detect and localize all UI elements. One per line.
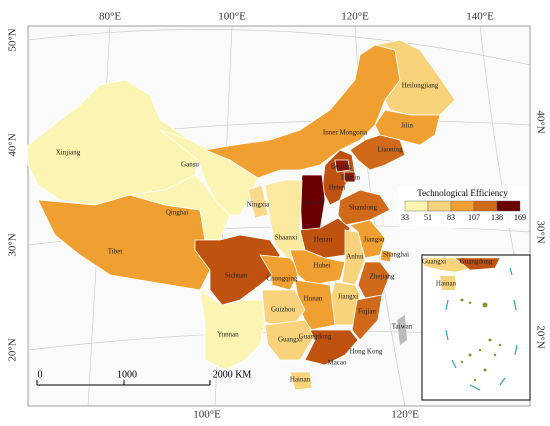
province-label: Shandong — [349, 204, 378, 212]
province-label: Sichuan — [225, 272, 248, 280]
province-label: Guangdong — [299, 333, 332, 341]
legend-tick-label: 83 — [447, 213, 455, 222]
legend-swatch — [404, 200, 429, 212]
taiwan-shape — [397, 315, 407, 345]
province — [264, 319, 316, 361]
province-label: Beijing — [331, 163, 352, 171]
legend-tick-label: 138 — [491, 213, 503, 222]
province — [349, 134, 406, 171]
province — [334, 159, 351, 173]
province — [351, 294, 383, 341]
province-label: Zhejiang — [370, 273, 395, 281]
province — [194, 234, 281, 306]
province-label: Fujian — [358, 308, 376, 316]
province-label: Hubei — [313, 262, 330, 270]
inset-label: Hainan — [436, 280, 457, 288]
province — [304, 329, 359, 366]
latitude-label: 40°N — [534, 110, 546, 133]
province-label: Chongqing — [266, 275, 298, 283]
province-label: Heilongjiang — [402, 82, 439, 90]
province-label: Inner Mongoria — [323, 129, 368, 137]
province — [289, 371, 313, 391]
longitude-label: 100°E — [193, 409, 221, 421]
scale-label: 1000 — [117, 369, 137, 380]
province — [343, 171, 356, 183]
province-label: Xinjiang — [56, 149, 81, 157]
longitude-label: 120°E — [391, 409, 419, 421]
longitude-label: 120°E — [341, 11, 369, 23]
longitude-label: 80°E — [99, 11, 121, 23]
scale-label: 2000 KM — [213, 369, 252, 380]
province-label: Hebei — [329, 184, 346, 192]
province-label: Liaoning — [377, 146, 403, 154]
place-label: Hong Kong — [350, 348, 383, 356]
inset-label: Guangdong — [460, 258, 493, 266]
labels: Xinjiang Tibet Qinghai Gansu Inner Mongoria H… — [56, 82, 439, 384]
province-label: Yunnan — [217, 331, 239, 339]
province — [247, 184, 269, 219]
province-label: Shaanxi — [275, 234, 298, 242]
province-label: Hainan — [290, 376, 311, 384]
province-label: Guangxi — [278, 336, 302, 344]
inset — [421, 254, 531, 401]
legend-title: Technological Efficiency — [417, 188, 508, 198]
province-label: Tibet — [108, 248, 123, 256]
legend-swatch — [427, 200, 452, 212]
province-label: Jiangxi — [338, 293, 358, 301]
longitude-label: 100°E — [218, 11, 246, 23]
province-label: Henan — [314, 236, 333, 244]
province-label: Hunan — [304, 295, 323, 303]
latitude-label: 30°N — [534, 220, 546, 243]
place-label: Taiwan — [392, 323, 413, 331]
province-label: Ningxia — [247, 201, 270, 209]
province-label: Jiangsu — [364, 236, 386, 244]
legend-tick-label: 169 — [514, 213, 526, 222]
scale-bar — [36, 380, 211, 386]
province-label: Shanxi — [302, 199, 322, 207]
place-label: Macao — [327, 359, 347, 367]
legend-tick-label: 33 — [401, 213, 409, 222]
latitude-label: 40°N — [7, 133, 19, 156]
scale-label: 0 — [38, 369, 43, 380]
province-label: Gansu — [181, 161, 199, 169]
province — [374, 109, 441, 146]
province — [337, 189, 391, 226]
legend-swatch — [450, 200, 475, 212]
province-label: Qinghai — [166, 209, 189, 217]
latitude-label: 20°N — [534, 325, 546, 348]
province — [289, 249, 346, 286]
province — [199, 289, 266, 371]
province-label: Tianjin — [340, 174, 360, 182]
provinces — [27, 39, 456, 391]
legend-tick-label: 107 — [468, 213, 480, 222]
latitude-label: 30°N — [7, 233, 19, 256]
legend-swatch — [496, 200, 521, 212]
province-label: Anhui — [346, 253, 364, 261]
latitude-label: 20°N — [7, 338, 19, 361]
longitude-label: 140°E — [466, 11, 494, 23]
province — [349, 219, 386, 259]
province-label: Jilin — [401, 122, 414, 130]
inset-label: Guangxi — [422, 258, 446, 266]
province-label: Guizhou — [271, 306, 296, 314]
legend-tick-label: 51 — [424, 213, 432, 222]
legend-swatch — [473, 200, 498, 212]
province-label: Shanghai — [383, 251, 409, 259]
province — [379, 249, 393, 263]
latitude-label: 50°N — [7, 28, 19, 51]
